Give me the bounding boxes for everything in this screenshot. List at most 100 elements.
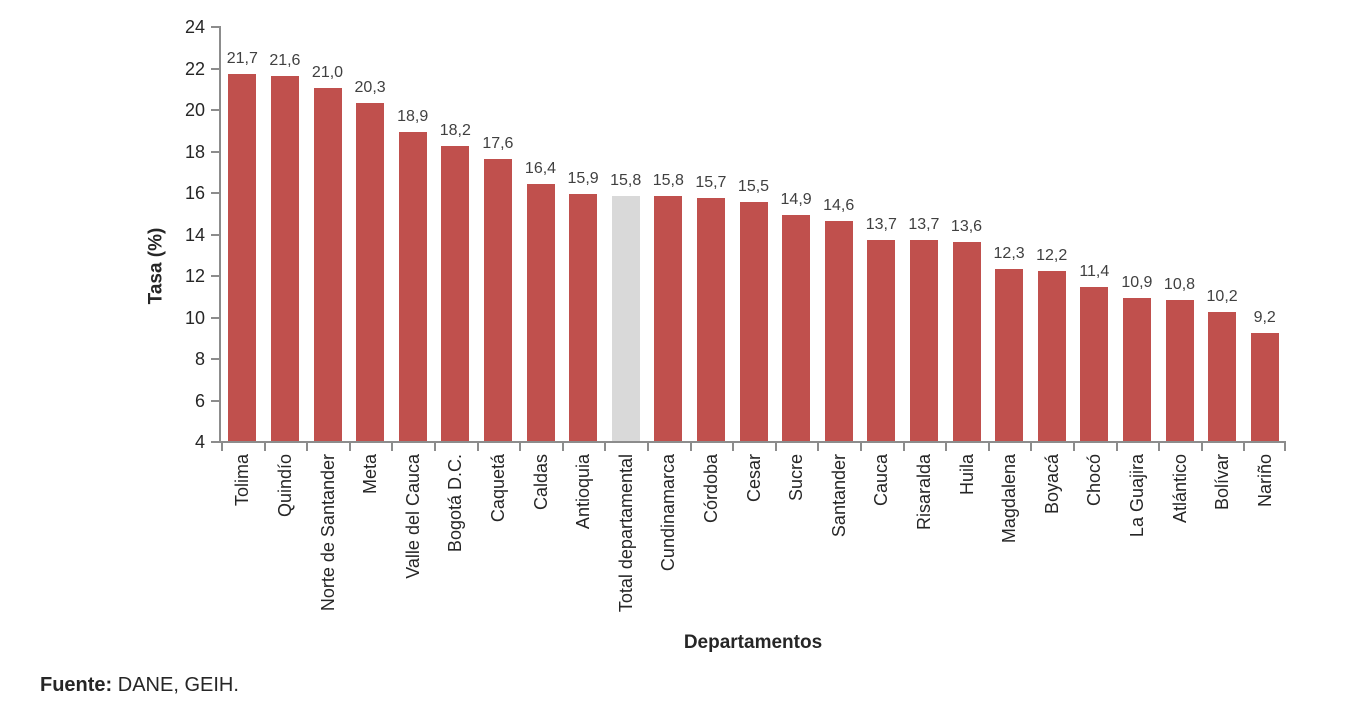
y-tick (211, 150, 219, 153)
x-category-label: Chocó (1084, 454, 1105, 507)
bar (782, 214, 811, 441)
bar-value-label: 18,2 (439, 122, 471, 140)
bar-value-label: 21,7 (226, 49, 258, 67)
bar-value-label: 14,9 (780, 190, 812, 208)
bar (526, 183, 555, 441)
bar (696, 198, 725, 441)
x-tick (306, 443, 309, 451)
bar-value-label: 15,9 (567, 170, 599, 188)
x-category-label: Córdoba (700, 454, 721, 524)
y-tick (211, 109, 219, 111)
x-tick (1284, 443, 1286, 451)
y-tick-label: 6 (194, 390, 205, 411)
bar-value-label: 18,9 (397, 107, 429, 125)
bar-value-label: 13,7 (908, 215, 940, 233)
bar-value-label: 13,6 (950, 217, 983, 235)
bar (270, 75, 299, 441)
x-category-label: Bogotá D.C. (445, 454, 466, 553)
bar-value-label: 13,7 (865, 215, 897, 233)
bar (569, 194, 598, 441)
x-tick (519, 443, 522, 451)
x-tick (561, 443, 564, 451)
source-note: Fuente: DANE, GEIH. (40, 674, 239, 697)
y-tick (211, 399, 219, 402)
bar-value-label: 14,6 (823, 197, 855, 215)
x-tick (348, 443, 351, 451)
bar-value-label: 12,2 (1036, 246, 1068, 264)
y-tick (211, 441, 219, 443)
x-tick (1115, 443, 1118, 451)
bar (398, 131, 427, 441)
x-category-label: Sucre (786, 454, 807, 502)
y-tick (211, 358, 219, 360)
x-tick (817, 443, 820, 451)
x-tick (1158, 443, 1161, 451)
y-tick (211, 26, 219, 28)
x-category-label: Magdalena (999, 454, 1020, 544)
x-category-label: Cesar (743, 454, 764, 503)
y-tick (211, 67, 219, 70)
x-category-label: Boyacá (1041, 454, 1062, 515)
x-tick (689, 443, 692, 451)
bar (1122, 297, 1151, 441)
bar (1037, 270, 1066, 441)
x-category-label: Caquetá (487, 454, 508, 523)
x-category-label: Atlántico (1169, 454, 1190, 524)
y-tick (211, 316, 219, 319)
bar (952, 241, 981, 441)
bar (1250, 333, 1279, 441)
x-tick (647, 443, 649, 451)
x-tick (902, 443, 905, 451)
bar (483, 158, 512, 441)
x-tick (1243, 443, 1246, 451)
bar-value-label: 10,2 (1206, 288, 1238, 306)
y-tick-label: 18 (184, 141, 205, 162)
x-tick (987, 443, 990, 451)
y-tick-label: 10 (184, 307, 205, 328)
x-category-label: Huila (956, 454, 977, 496)
bar (824, 221, 853, 441)
x-category-label: Cundinamarca (658, 454, 679, 572)
source-text: DANE, GEIH. (112, 674, 239, 696)
x-axis-title: Departamentos (683, 632, 823, 653)
x-category-label: Quindío (274, 454, 295, 518)
bar (441, 146, 470, 441)
x-category-label: Risaralda (913, 454, 934, 531)
y-axis-title: Tasa (%) (145, 227, 167, 305)
x-tick (774, 443, 777, 451)
y-tick-label: 24 (184, 17, 205, 37)
x-tick (604, 443, 607, 451)
bar-value-label: 15,5 (737, 178, 770, 196)
bar (1208, 312, 1237, 441)
bar (1165, 299, 1194, 441)
bar-value-label: 15,8 (610, 172, 642, 190)
x-category-label: Antioquia (573, 454, 594, 530)
x-tick (732, 443, 735, 451)
x-tick (1030, 443, 1033, 451)
bar-value-label: 10,9 (1121, 273, 1153, 291)
x-tick (860, 443, 862, 451)
x-tick (263, 443, 266, 451)
bar-value-label: 15,8 (652, 172, 684, 190)
bar-value-label: 16,4 (524, 159, 557, 177)
bar-value-label: 9,2 (1253, 309, 1276, 327)
x-category-label: Total departamental (615, 454, 636, 613)
bar (909, 239, 938, 441)
x-tick (391, 443, 394, 451)
y-tick-label: 20 (184, 100, 205, 120)
x-category-label: Meta (360, 454, 381, 495)
y-tick-label: 14 (184, 224, 205, 245)
x-category-label: Valle del Cauca (402, 454, 423, 579)
x-category-label: La Guajira (1126, 454, 1147, 538)
y-tick-label: 4 (194, 432, 205, 452)
bar (356, 102, 385, 441)
bar-value-label: 20,3 (354, 78, 386, 96)
bar (739, 202, 768, 441)
bar-value-label: 15,7 (695, 174, 727, 192)
bar-value-label: 21,0 (311, 64, 344, 82)
y-tick-label: 22 (184, 58, 205, 79)
x-category-label: Nariño (1254, 454, 1275, 508)
source-prefix: Fuente: (40, 674, 113, 696)
bar-value-label: 17,6 (482, 134, 514, 152)
